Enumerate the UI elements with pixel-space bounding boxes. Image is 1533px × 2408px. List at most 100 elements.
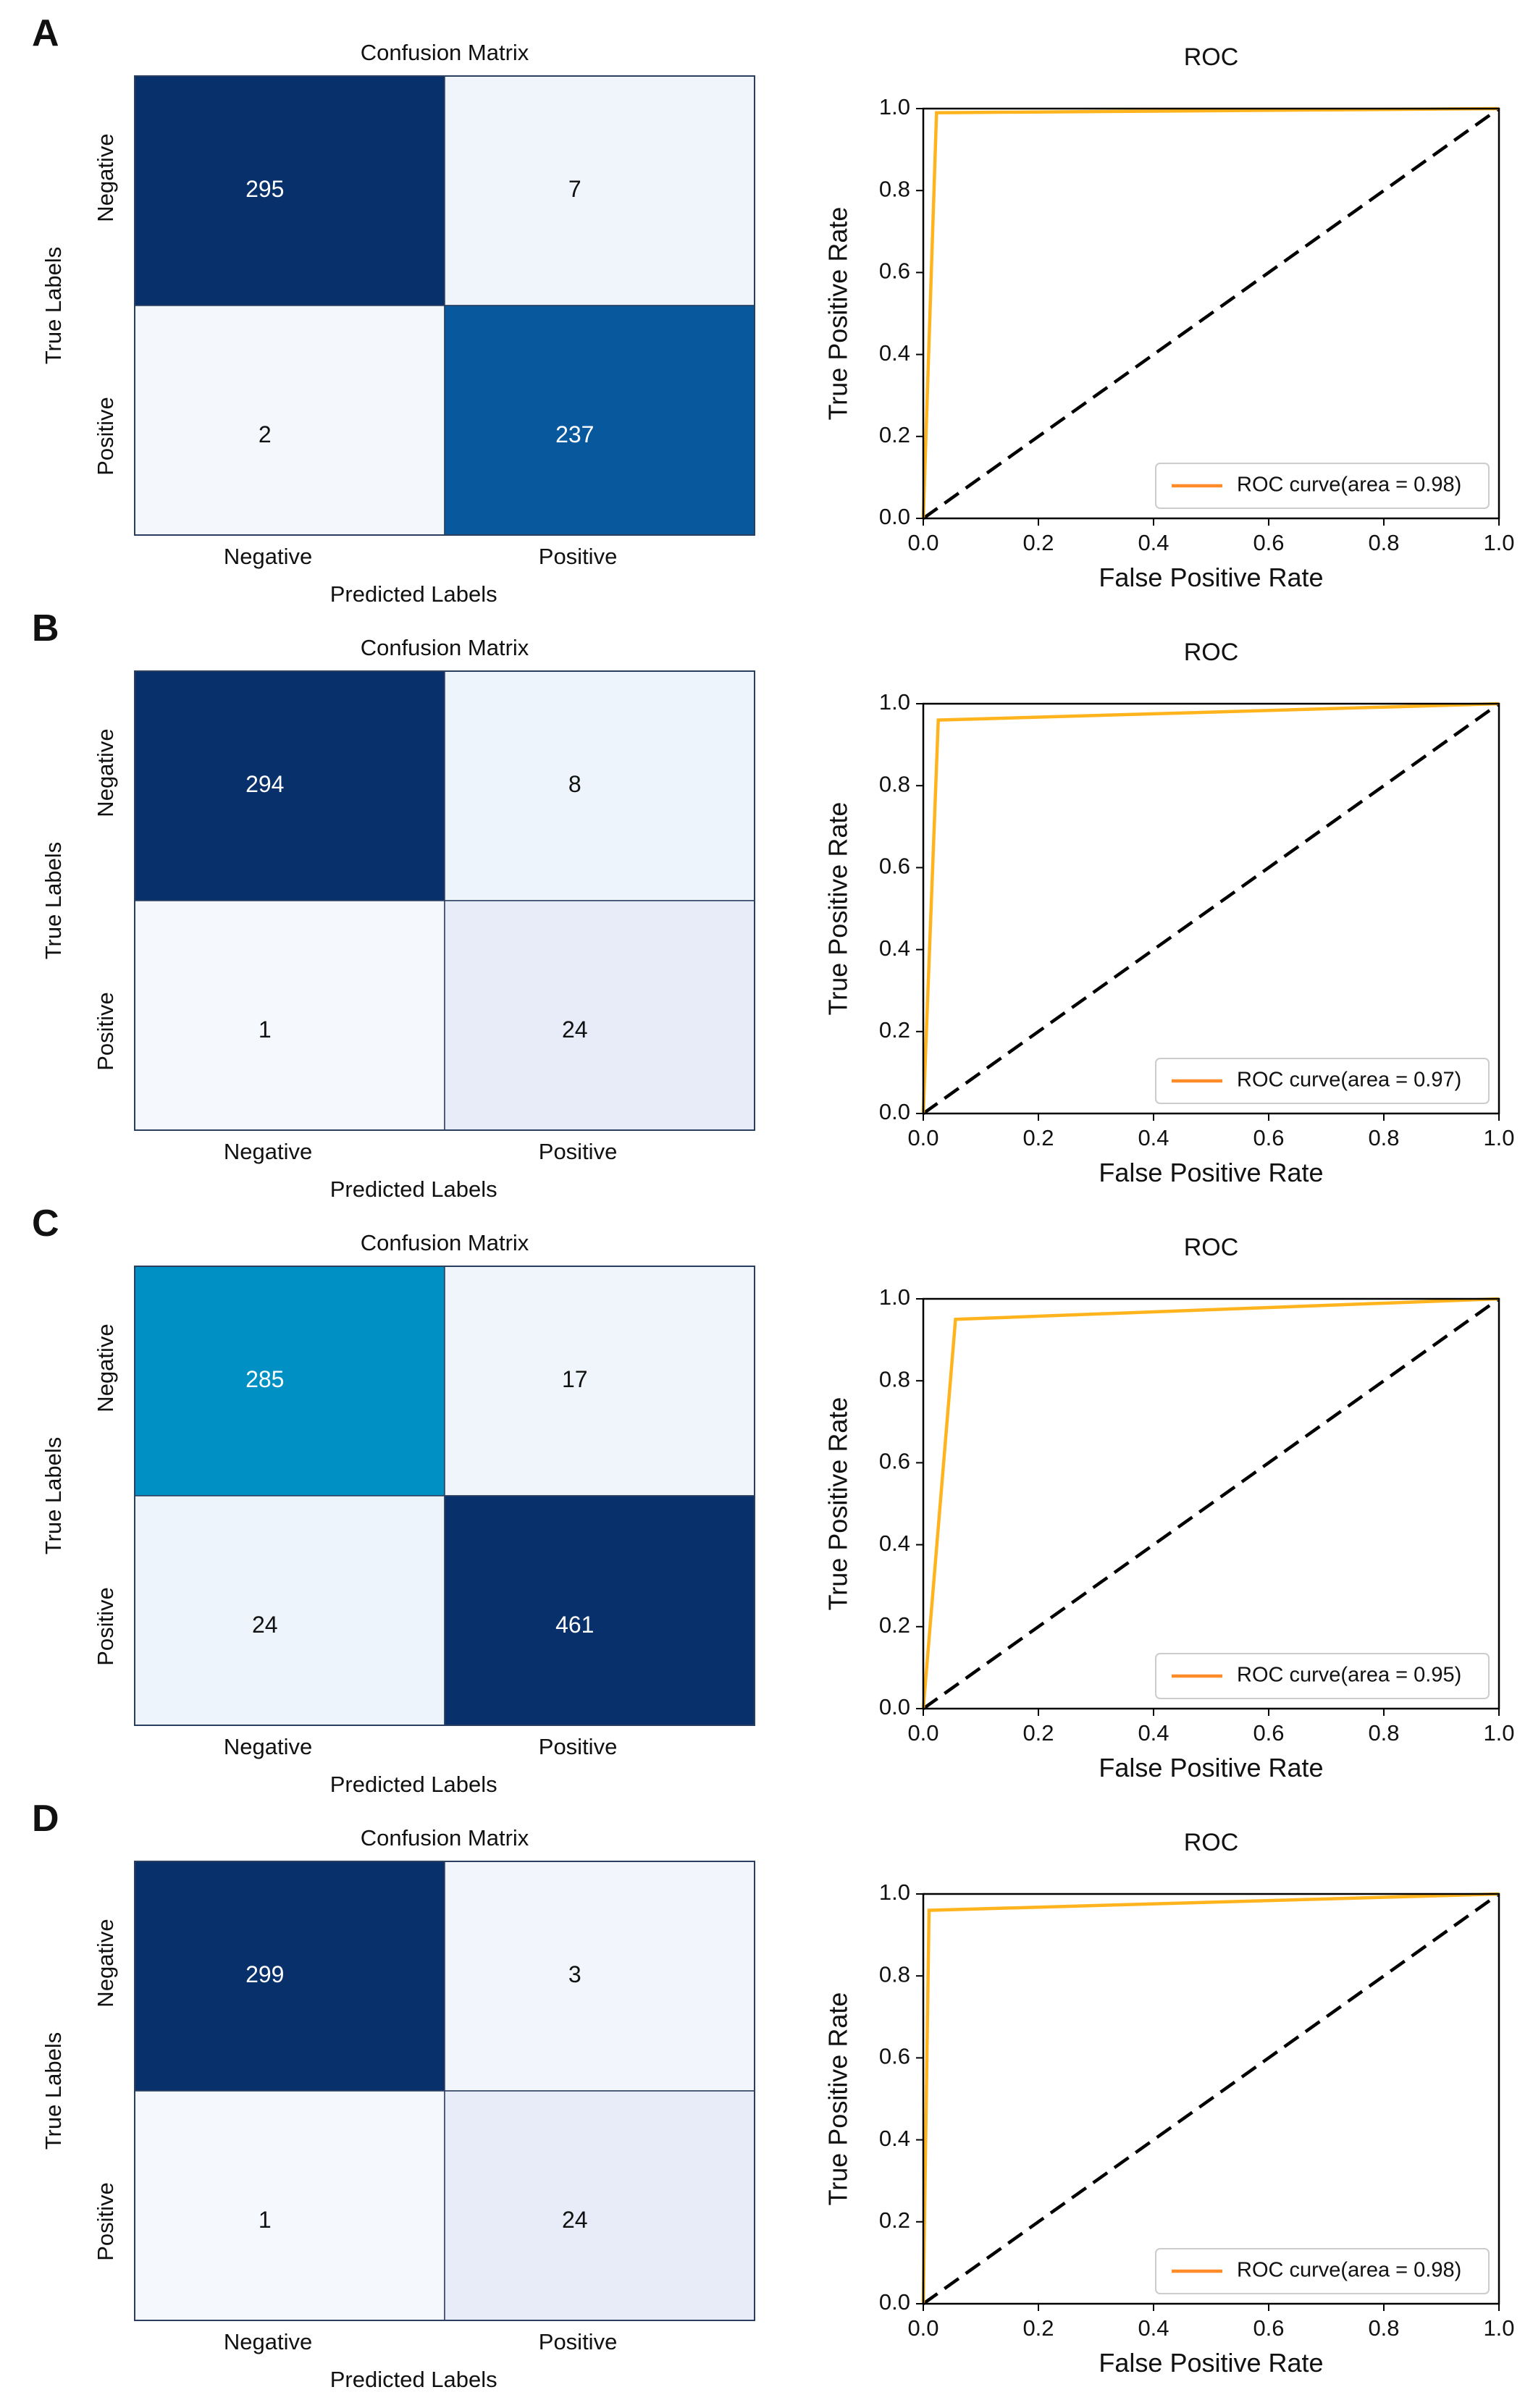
panel-letter-c: C — [32, 1203, 59, 1245]
cm-y-axis-label: True Labels — [41, 247, 66, 365]
roc-legend-label: ROC curve(area = 0.98) — [1237, 2259, 1461, 2282]
roc-x-tick-label: 1.0 — [1483, 1125, 1514, 1150]
cm-cell-1-1 — [444, 305, 755, 536]
cm-cell-0-1 — [444, 1861, 755, 2092]
cm-x-tick-label: Negative — [224, 1734, 312, 1759]
roc-axes-frame — [922, 1297, 1500, 1710]
roc-x-tick-label: 0.2 — [1022, 1125, 1054, 1150]
roc-x-tick-label: 0.8 — [1368, 1125, 1399, 1150]
roc-x-tick-label: 0.4 — [1138, 530, 1169, 555]
cm-cell-value: 295 — [245, 176, 284, 202]
roc-chance-line — [922, 107, 1500, 520]
cm-y-tick-label: Positive — [93, 1587, 118, 1666]
roc-x-tick-label: 0.2 — [1022, 1720, 1054, 1746]
cm-cell-0-1 — [444, 1266, 755, 1496]
roc-title: ROC — [1184, 43, 1239, 71]
roc-curve-line — [921, 1297, 1500, 1709]
roc-x-tick-label: 0.6 — [1253, 1125, 1284, 1150]
roc-x-axis-label: False Positive Rate — [1099, 1753, 1323, 1782]
cm-x-tick-label: Negative — [224, 544, 312, 569]
roc-x-tick-label: 0.4 — [1138, 1720, 1169, 1746]
cm-y-tick-label: Positive — [93, 992, 118, 1071]
roc-legend-label: ROC curve(area = 0.98) — [1237, 473, 1461, 497]
roc-legend-box — [1155, 1058, 1490, 1104]
cm-frame — [134, 670, 755, 1131]
cm-y-axis-label: True Labels — [41, 1437, 66, 1555]
cm-y-tick-label: Positive — [93, 397, 118, 476]
cm-x-axis-label: Predicted Labels — [330, 1772, 497, 1797]
panel-letter-a: A — [32, 12, 59, 54]
roc-x-tick-label: 0.2 — [1022, 2315, 1054, 2341]
confusion-matrix-title: Confusion Matrix — [361, 1825, 529, 1851]
cm-y-axis-label: True Labels — [41, 842, 66, 960]
roc-y-tick-label: 0.6 — [879, 1449, 910, 1474]
roc-x-axis-label: False Positive Rate — [1099, 563, 1323, 592]
roc-legend-box — [1155, 1653, 1490, 1699]
roc-y-tick-label: 0.4 — [879, 935, 910, 961]
cm-cell-value: 294 — [245, 771, 284, 797]
roc-legend-label: ROC curve(area = 0.95) — [1237, 1664, 1461, 1687]
cm-cell-0-0 — [134, 75, 445, 306]
roc-x-tick-label: 0.0 — [907, 1125, 938, 1150]
roc-y-tick-label: 0.0 — [879, 1099, 910, 1124]
cm-cell-0-0 — [134, 1861, 445, 2092]
roc-y-axis-label: True Positive Rate — [823, 802, 853, 1016]
roc-x-axis-label: False Positive Rate — [1099, 2348, 1323, 2378]
cm-cell-value: 17 — [562, 1366, 588, 1392]
roc-y-tick-label: 1.0 — [879, 689, 910, 715]
roc-title: ROC — [1184, 1829, 1239, 1856]
roc-x-tick-label: 1.0 — [1483, 1720, 1514, 1746]
confusion-matrix-title: Confusion Matrix — [361, 1230, 529, 1255]
roc-y-axis-label: True Positive Rate — [823, 1992, 853, 2206]
cm-frame — [134, 1861, 755, 2321]
cm-cell-value: 3 — [568, 1961, 581, 1987]
cm-cell-1-0 — [134, 2090, 445, 2321]
roc-x-tick-label: 0.4 — [1138, 2315, 1169, 2341]
roc-y-tick-label: 0.2 — [879, 1612, 910, 1638]
roc-axes-frame — [922, 702, 1500, 1115]
cm-y-tick-label: Negative — [93, 1323, 118, 1412]
roc-x-tick-label: 0.8 — [1368, 1720, 1399, 1746]
cm-cell-value: 7 — [568, 176, 581, 202]
cm-cell-1-0 — [134, 1495, 445, 1726]
roc-curve-line — [921, 1892, 1500, 2304]
cm-y-tick-label: Negative — [93, 1919, 118, 2007]
roc-y-tick-label: 0.8 — [879, 176, 910, 201]
roc-x-tick-label: 0.4 — [1138, 1125, 1169, 1150]
roc-x-tick-label: 0.0 — [907, 530, 938, 555]
roc-axes-frame — [922, 1893, 1500, 2305]
roc-title: ROC — [1184, 1234, 1239, 1261]
cm-cell-value: 1 — [259, 1016, 272, 1043]
roc-y-tick-label: 0.8 — [879, 1366, 910, 1392]
roc-x-tick-label: 1.0 — [1483, 530, 1514, 555]
cm-frame — [134, 75, 755, 536]
cm-cell-value: 285 — [245, 1366, 284, 1392]
roc-x-tick-label: 0.0 — [907, 1720, 938, 1746]
cm-x-tick-label: Positive — [539, 2329, 618, 2354]
cm-x-tick-label: Positive — [539, 1139, 618, 1164]
cm-y-tick-label: Negative — [93, 728, 118, 817]
panel-letter-d: D — [32, 1798, 59, 1840]
roc-y-tick-label: 1.0 — [879, 1284, 910, 1310]
cm-cell-0-1 — [444, 670, 755, 901]
roc-x-tick-label: 0.6 — [1253, 1720, 1284, 1746]
roc-y-tick-label: 0.8 — [879, 771, 910, 796]
cm-cell-value: 1 — [259, 2207, 272, 2233]
roc-y-tick-label: 0.8 — [879, 1961, 910, 1987]
roc-y-tick-label: 0.4 — [879, 1531, 910, 1556]
cm-y-tick-label: Negative — [93, 133, 118, 222]
cm-cell-value: 24 — [562, 1016, 588, 1043]
roc-x-tick-label: 0.8 — [1368, 2315, 1399, 2341]
cm-cell-1-1 — [444, 1495, 755, 1726]
roc-y-tick-label: 0.2 — [879, 2207, 910, 2233]
roc-chance-line — [922, 702, 1500, 1115]
roc-x-tick-label: 0.0 — [907, 2315, 938, 2341]
roc-y-tick-label: 0.6 — [879, 854, 910, 879]
cm-y-tick-label: Positive — [93, 2182, 118, 2261]
panel-letter-b: B — [32, 607, 59, 649]
cm-cell-0-0 — [134, 1266, 445, 1496]
cm-cell-1-1 — [444, 2090, 755, 2321]
roc-x-tick-label: 0.6 — [1253, 530, 1284, 555]
roc-y-tick-label: 0.2 — [879, 1017, 910, 1043]
